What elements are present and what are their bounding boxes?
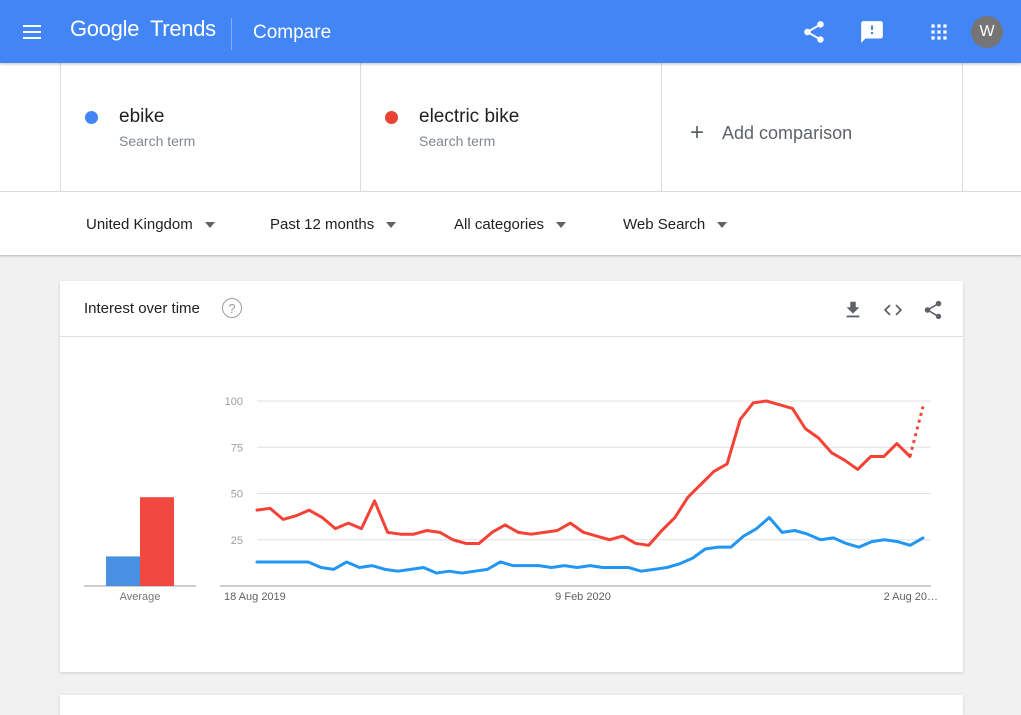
x-tick-label: 18 Aug 2019	[224, 591, 286, 603]
chevron-down-icon	[717, 221, 728, 228]
plus-icon: +	[690, 119, 705, 146]
y-tick-label: 25	[231, 535, 243, 547]
region-dropdown[interactable]: United Kingdom	[86, 216, 215, 233]
term-color-dot	[85, 111, 98, 124]
interest-line-chart[interactable]: 25 50 75 100 Average 18 Aug 2019 9 Feb 2020 2 A…	[60, 337, 963, 637]
interest-over-time-card: Interest over time ? 25 50 75 100 Average 18 …	[60, 281, 963, 672]
help-icon[interactable]: ?	[222, 298, 242, 318]
header-divider	[231, 18, 232, 50]
average-label: Average	[120, 591, 161, 603]
top-app-bar: Google Trends Compare W	[0, 0, 1021, 63]
feedback-icon[interactable]	[859, 19, 885, 45]
add-comparison-button[interactable]: + Add comparison	[690, 119, 852, 147]
x-tick-label: 9 Feb 2020	[555, 591, 611, 603]
y-tick-label: 50	[231, 489, 243, 501]
add-comparison-label: Add comparison	[722, 122, 853, 143]
page-title: Compare	[253, 22, 332, 43]
term-name[interactable]: electric bike	[419, 106, 520, 127]
category-value: All categories	[454, 216, 545, 233]
y-tick-label: 75	[231, 442, 243, 454]
average-bar-ebike	[106, 556, 140, 586]
y-tick-label: 100	[225, 396, 243, 408]
card-header: Interest over time ?	[60, 281, 963, 337]
term-name[interactable]: ebike	[119, 106, 165, 127]
category-dropdown[interactable]: All categories	[454, 216, 567, 233]
average-bar-electric-bike	[140, 497, 174, 586]
term-ebike[interactable]: ebike Search term	[60, 63, 361, 192]
time-range-value: Past 12 months	[270, 216, 375, 233]
embed-icon[interactable]	[882, 299, 904, 321]
time-range-dropdown[interactable]: Past 12 months	[270, 216, 397, 233]
compare-terms-bar: ebike Search term electric bike Search t…	[0, 63, 1021, 192]
series-line-ebike	[255, 516, 925, 575]
chevron-down-icon	[386, 221, 397, 228]
search-type-dropdown[interactable]: Web Search	[623, 216, 728, 233]
series-partial-line-electric-bike	[908, 406, 925, 457]
term-type: Search term	[119, 133, 196, 149]
term-type: Search term	[419, 133, 496, 149]
filter-bar: United Kingdom Past 12 months All catego…	[0, 192, 1021, 256]
next-card	[60, 695, 963, 715]
series-line-electric-bike	[255, 399, 912, 547]
logo-product: Trends	[149, 16, 216, 41]
term-color-dot	[385, 111, 398, 124]
card-title: Interest over time	[84, 300, 200, 317]
search-type-value: Web Search	[623, 216, 706, 233]
x-tick-label: 2 Aug 20…	[884, 591, 938, 603]
add-comparison-slot[interactable]: + Add comparison	[661, 63, 963, 192]
menu-icon[interactable]	[20, 20, 44, 44]
logo-brand: Google	[70, 16, 140, 41]
google-trends-logo[interactable]: Google Trends	[70, 16, 216, 42]
chevron-down-icon	[204, 221, 215, 228]
share-icon[interactable]	[801, 19, 827, 45]
chevron-down-icon	[556, 221, 567, 228]
term-electric-bike[interactable]: electric bike Search term	[360, 63, 662, 192]
region-value: United Kingdom	[86, 216, 193, 233]
download-icon[interactable]	[842, 299, 864, 321]
apps-grid-icon[interactable]	[926, 19, 952, 45]
avatar[interactable]: W	[971, 16, 1003, 48]
share-icon[interactable]	[922, 299, 944, 321]
